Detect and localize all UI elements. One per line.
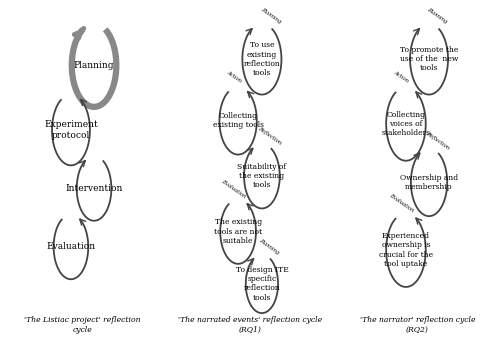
Text: Planning: Planning [74,61,114,70]
Text: Evaluation: Evaluation [388,193,414,213]
Text: Action: Action [226,70,242,84]
Text: Experiment
protocol: Experiment protocol [44,120,98,140]
Text: Planning: Planning [260,7,281,25]
Text: Experienced
ownership is
crucial for the
tool uptake: Experienced ownership is crucial for the… [379,232,433,268]
Text: 'The Listiac project' reflection
cycle: 'The Listiac project' reflection cycle [24,316,141,333]
Text: To design ITE
specific
reflection
tools: To design ITE specific reflection tools [236,266,288,302]
Text: Ownership and
membership: Ownership and membership [400,174,458,191]
Text: Reflection: Reflection [424,131,450,150]
Text: The existing
tools are not
suitable: The existing tools are not suitable [214,218,262,245]
Text: Evaluation: Evaluation [221,179,247,199]
Text: To use
existing
reflection
tools: To use existing reflection tools [244,41,281,77]
Text: To promote the
use of the  new
tools: To promote the use of the new tools [400,46,458,73]
Text: Action: Action [393,70,410,84]
Text: Evaluation: Evaluation [46,242,96,251]
Text: Collecting
voices of
stakeholders: Collecting voices of stakeholders [382,110,430,137]
Text: Reflection: Reflection [258,126,282,145]
Text: Intervention: Intervention [66,184,122,193]
Text: 'The narrator' reflection cycle
(RQ2): 'The narrator' reflection cycle (RQ2) [360,316,475,333]
Text: Suitability of
the existing
tools: Suitability of the existing tools [238,163,286,189]
Text: Planning: Planning [258,237,280,255]
Text: 'The narrated events' reflection cycle
(RQ1): 'The narrated events' reflection cycle (… [178,316,322,333]
Text: Planning: Planning [426,7,448,25]
Text: Collecting
existing tools: Collecting existing tools [212,112,264,129]
